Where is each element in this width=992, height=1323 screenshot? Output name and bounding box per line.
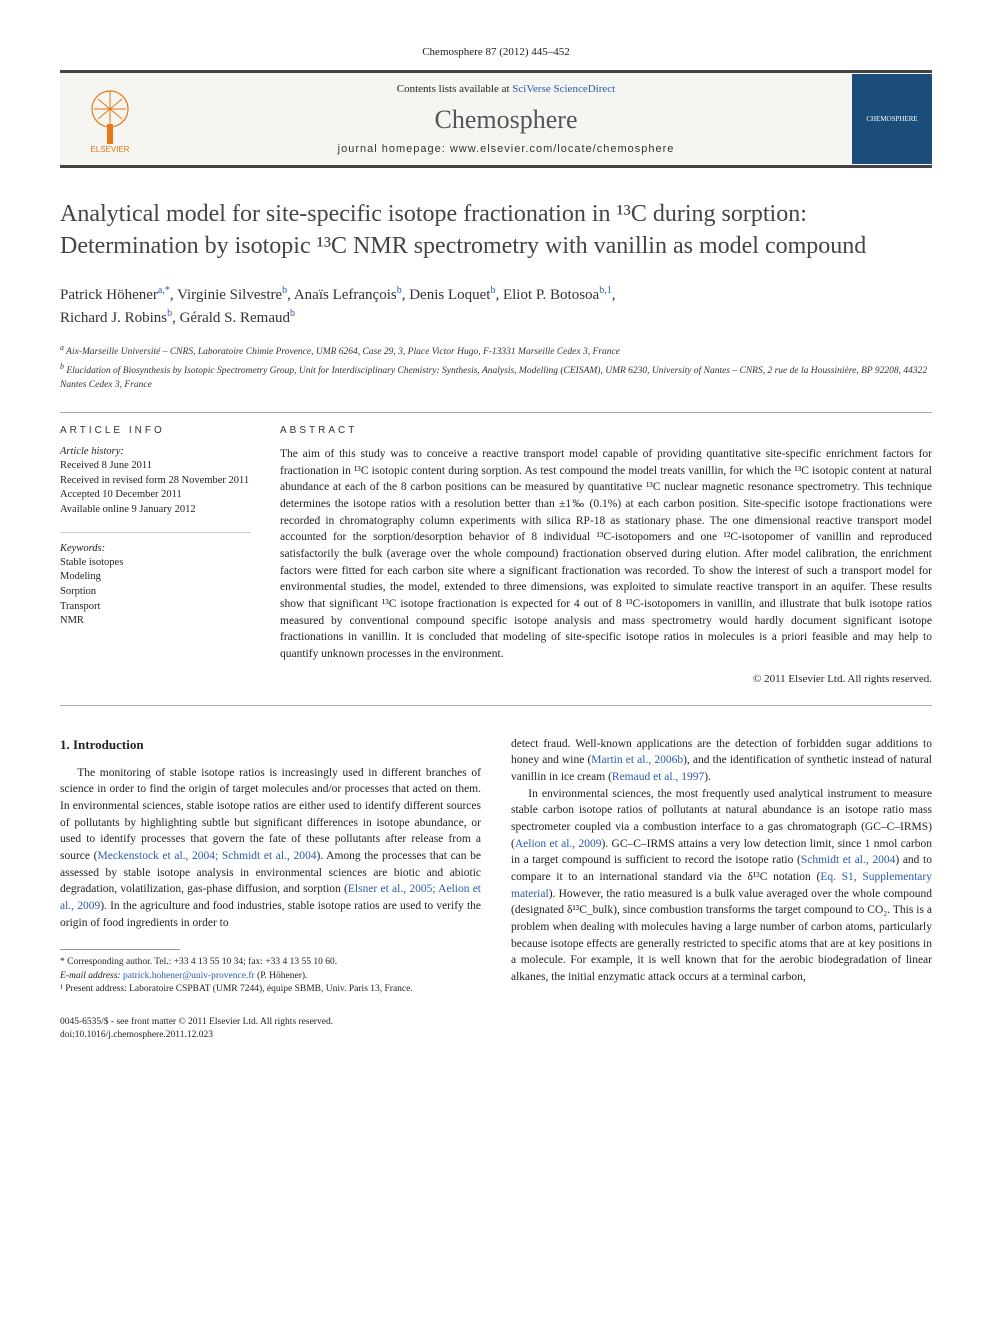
keyword: Modeling [60, 570, 250, 585]
keyword: NMR [60, 614, 250, 629]
intro-para-2: detect fraud. Well-known applications ar… [511, 736, 932, 786]
abstract-label: ABSTRACT [280, 425, 932, 436]
keyword: Stable isotopes [60, 556, 250, 571]
author[interactable]: Patrick Höhenera,* [60, 287, 170, 303]
email-link[interactable]: patrick.hohener@univ-provence.fr [123, 971, 255, 981]
author[interactable]: Gérald S. Remaudb [180, 310, 295, 326]
keyword: Transport [60, 600, 250, 615]
author[interactable]: Denis Loquetb [409, 287, 495, 303]
citation-link[interactable]: Martin et al., 2006b [591, 754, 683, 766]
author[interactable]: Eliot P. Botosoab,1 [503, 287, 612, 303]
email-footnote: E-mail address: patrick.hohener@univ-pro… [60, 970, 481, 983]
elsevier-tree-icon: ELSEVIER [80, 84, 140, 154]
intro-para-1: The monitoring of stable isotope ratios … [60, 765, 481, 932]
journal-header: ELSEVIER Contents lists available at Sci… [60, 70, 932, 168]
keywords-heading: Keywords: [60, 543, 250, 554]
author-list: Patrick Höhenera,*, Virginie Silvestreb,… [60, 283, 932, 330]
divider [60, 532, 250, 533]
front-matter-line: 0045-6535/$ - see front matter © 2011 El… [60, 1016, 481, 1029]
journal-cover-thumbnail: CHEMOSPHERE [852, 74, 932, 164]
history-item: Available online 9 January 2012 [60, 503, 250, 518]
body-columns: 1. Introduction The monitoring of stable… [60, 736, 932, 1043]
publisher-logo: ELSEVIER [60, 84, 160, 154]
contents-list-line: Contents lists available at SciVerse Sci… [160, 83, 852, 95]
section-heading-intro: 1. Introduction [60, 736, 481, 755]
citation-link[interactable]: Schmidt et al., 2004 [801, 854, 896, 866]
citation-link[interactable]: Meckenstock et al., 2004; Schmidt et al.… [97, 850, 316, 862]
journal-homepage: journal homepage: www.elsevier.com/locat… [160, 143, 852, 155]
history-heading: Article history: [60, 446, 250, 457]
article-title: Analytical model for site-specific isoto… [60, 198, 932, 263]
divider [60, 412, 932, 413]
affiliation-b: b Elucidation of Biosynthesis by Isotopi… [60, 361, 932, 392]
doi-line: doi:10.1016/j.chemosphere.2011.12.023 [60, 1029, 481, 1042]
keyword: Sorption [60, 585, 250, 600]
affiliation-a: a Aix-Marseille Université – CNRS, Labor… [60, 342, 932, 359]
abstract-copyright: © 2011 Elsevier Ltd. All rights reserved… [280, 673, 932, 685]
abstract-text: The aim of this study was to conceive a … [280, 446, 932, 663]
author[interactable]: Virginie Silvestreb [177, 287, 287, 303]
citation-link[interactable]: Remaud et al., 1997 [612, 771, 704, 783]
footnote-divider [60, 949, 180, 950]
citation-line: Chemosphere 87 (2012) 445–452 [60, 40, 932, 70]
article-info-label: ARTICLE INFO [60, 425, 250, 436]
contents-prefix: Contents lists available at [397, 83, 512, 95]
sciencedirect-link[interactable]: SciVerse ScienceDirect [512, 83, 615, 95]
present-address-footnote: ¹ Present address: Laboratoire CSPBAT (U… [60, 983, 481, 996]
corresponding-author-footnote: * Corresponding author. Tel.: +33 4 13 5… [60, 956, 481, 969]
history-item: Accepted 10 December 2011 [60, 488, 250, 503]
keywords-block: Keywords: Stable isotopes Modeling Sorpt… [60, 543, 250, 629]
citation-link[interactable]: Aelion et al., 2009 [515, 838, 602, 850]
svg-text:ELSEVIER: ELSEVIER [90, 145, 129, 154]
divider [60, 705, 932, 706]
homepage-url[interactable]: www.elsevier.com/locate/chemosphere [450, 143, 675, 155]
journal-name: Chemosphere [160, 105, 852, 135]
history-item: Received 8 June 2011 [60, 459, 250, 474]
author[interactable]: Richard J. Robinsb [60, 310, 172, 326]
article-history: Article history: Received 8 June 2011 Re… [60, 446, 250, 518]
author[interactable]: Anaïs Lefrançoisb [294, 287, 402, 303]
intro-para-3: In environmental sciences, the most freq… [511, 786, 932, 986]
doi-block: 0045-6535/$ - see front matter © 2011 El… [60, 1016, 481, 1043]
history-item: Received in revised form 28 November 201… [60, 474, 250, 489]
homepage-prefix: journal homepage: [338, 143, 450, 155]
